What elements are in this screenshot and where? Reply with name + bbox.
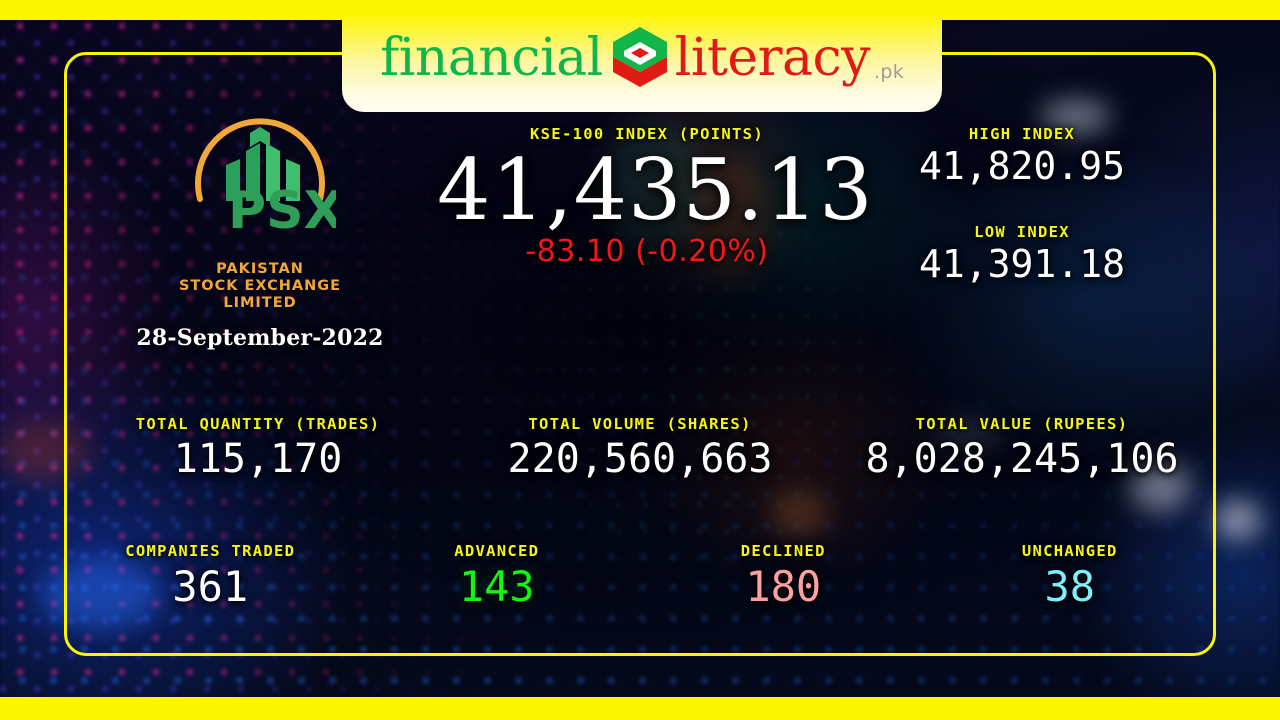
exchange-identity-block: PSX PAKISTAN STOCK EXCHANGE LIMITED 28-S…: [115, 103, 405, 351]
brand-word-financial: financial: [379, 28, 603, 88]
brand-logo: financial literacy .pk: [380, 26, 904, 90]
report-date: 28-September-2022: [136, 325, 384, 351]
stat-companies-traded: COMPANIES TRADED 361: [67, 542, 354, 611]
exchange-name-line3: LIMITED: [223, 295, 297, 311]
totals-row: TOTAL QUANTITY (TRADES) 115,170 TOTAL VO…: [67, 415, 1213, 482]
stat-label: DECLINED: [740, 542, 826, 560]
stat-unchanged: UNCHANGED 38: [927, 542, 1214, 611]
low-index-item: LOW INDEX 41,391.18: [877, 223, 1167, 285]
low-index-label: LOW INDEX: [974, 223, 1070, 241]
psx-logo-icon: PSX: [195, 118, 336, 241]
exchange-name: PAKISTAN STOCK EXCHANGE LIMITED: [115, 261, 405, 312]
summary-card: PSX PAKISTAN STOCK EXCHANGE LIMITED 28-S…: [64, 52, 1216, 656]
stat-label: TOTAL VALUE (RUPEES): [915, 415, 1129, 433]
index-range-block: HIGH INDEX 41,820.95 LOW INDEX 41,391.18: [877, 125, 1167, 285]
high-index-label: HIGH INDEX: [968, 125, 1076, 143]
stat-value: 180: [745, 562, 822, 611]
kse100-label: KSE-100 INDEX (POINTS): [530, 125, 764, 143]
stat-label: TOTAL VOLUME (SHARES): [528, 415, 752, 433]
top-section: PSX PAKISTAN STOCK EXCHANGE LIMITED 28-S…: [67, 55, 1213, 365]
stat-total-volume: TOTAL VOLUME (SHARES) 220,560,663: [449, 415, 831, 482]
low-index-value: 41,391.18: [919, 242, 1125, 286]
stat-value: 115,170: [173, 436, 343, 482]
exchange-name-line1: PAKISTAN: [216, 261, 304, 277]
stat-total-value: TOTAL VALUE (RUPEES) 8,028,245,106: [831, 415, 1213, 482]
brand-logo-panel: financial literacy .pk: [342, 0, 942, 112]
high-index-item: HIGH INDEX 41,820.95: [877, 125, 1167, 187]
brand-tld: .pk: [874, 61, 905, 83]
stat-value: 361: [172, 562, 249, 611]
breadth-row: COMPANIES TRADED 361 ADVANCED 143 DECLIN…: [67, 542, 1213, 611]
bottom-accent-band: [0, 697, 1280, 720]
stat-label: TOTAL QUANTITY (TRADES): [135, 415, 381, 433]
stat-value: 220,560,663: [507, 436, 773, 482]
stat-declined: DECLINED 180: [640, 542, 927, 611]
kse100-value: 41,435.13: [437, 141, 874, 239]
stat-value: 143: [458, 562, 535, 611]
hexagon-logo-icon: [612, 27, 667, 87]
exchange-name-line2: STOCK EXCHANGE: [178, 278, 342, 294]
stat-label: UNCHANGED: [1021, 542, 1118, 560]
stat-advanced: ADVANCED 143: [354, 542, 641, 611]
stat-value: 8,028,245,106: [865, 436, 1179, 482]
stat-label: COMPANIES TRADED: [125, 542, 296, 560]
svg-text:PSX: PSX: [228, 181, 336, 241]
stat-value: 38: [1044, 562, 1096, 611]
stat-total-quantity: TOTAL QUANTITY (TRADES) 115,170: [67, 415, 449, 482]
brand-word-literacy: literacy: [674, 28, 871, 88]
kse100-index-block: KSE-100 INDEX (POINTS) 41,435.13 -83.10 …: [437, 125, 874, 269]
stat-label: ADVANCED: [454, 542, 540, 560]
high-index-value: 41,820.95: [919, 144, 1125, 188]
kse100-change: -83.10 (-0.20%): [525, 234, 769, 269]
